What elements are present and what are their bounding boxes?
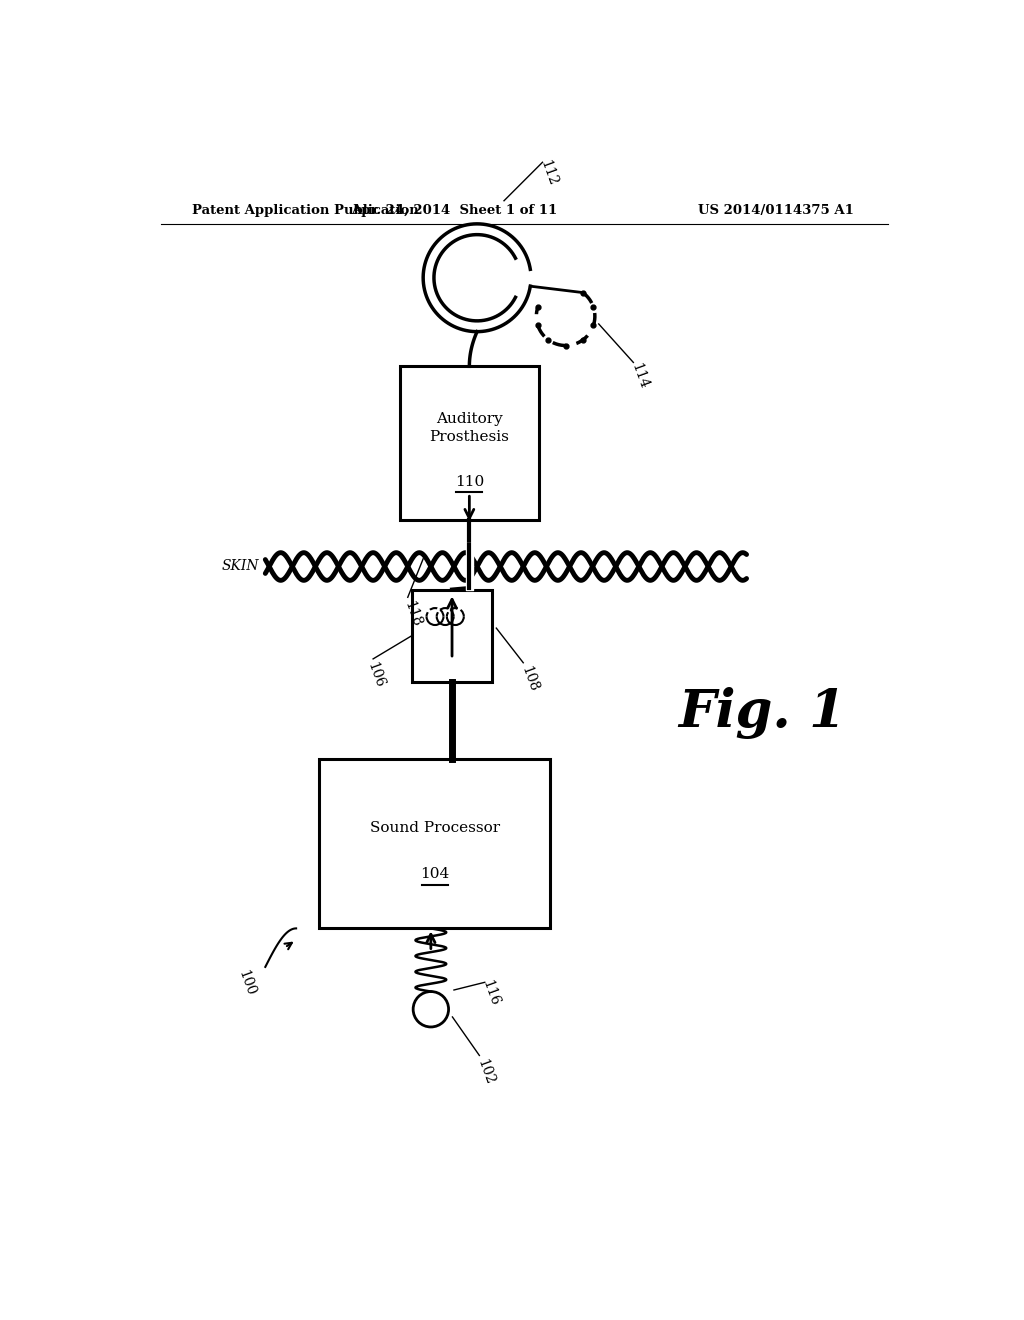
- Text: 108: 108: [518, 664, 541, 694]
- Text: 106: 106: [365, 660, 387, 690]
- Text: US 2014/0114375 A1: US 2014/0114375 A1: [698, 205, 854, 218]
- Bar: [400, 367, 539, 520]
- Text: 104: 104: [420, 867, 450, 882]
- Text: 114: 114: [629, 362, 650, 392]
- Text: Sound Processor: Sound Processor: [370, 821, 500, 836]
- Bar: [412, 590, 493, 682]
- Text: Apr. 24, 2014  Sheet 1 of 11: Apr. 24, 2014 Sheet 1 of 11: [351, 205, 557, 218]
- Text: SKIN: SKIN: [221, 560, 259, 573]
- Text: Auditory
Prosthesis: Auditory Prosthesis: [429, 412, 509, 444]
- Text: 118: 118: [402, 599, 424, 628]
- Bar: [319, 759, 550, 928]
- Text: 100: 100: [236, 969, 258, 998]
- Text: 112: 112: [538, 158, 560, 187]
- Text: Patent Application Publication: Patent Application Publication: [193, 205, 419, 218]
- Text: 110: 110: [455, 475, 484, 488]
- Text: Fig. 1: Fig. 1: [678, 686, 846, 739]
- Text: 116: 116: [479, 978, 502, 1008]
- Text: 102: 102: [474, 1057, 497, 1086]
